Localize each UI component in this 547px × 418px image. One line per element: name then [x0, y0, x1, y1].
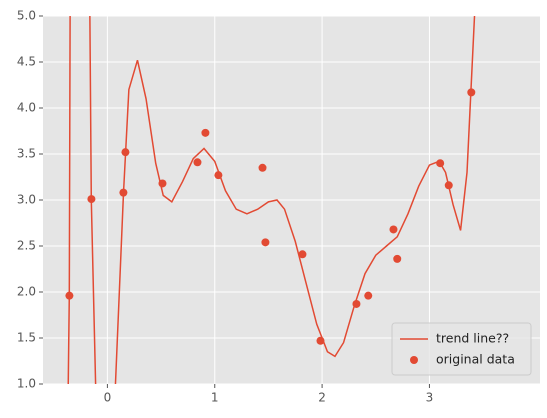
- legend-label: trend line??: [436, 331, 509, 346]
- data-point: [393, 254, 402, 263]
- x-tick-label: 2: [318, 391, 326, 405]
- y-tick-label: 2.5: [17, 239, 36, 253]
- data-point: [258, 163, 267, 172]
- data-point: [364, 291, 373, 300]
- data-point: [444, 181, 453, 190]
- legend-box: [391, 322, 532, 376]
- trend-line: [67, 16, 476, 384]
- data-point: [389, 225, 398, 234]
- y-tick-label: 1.0: [17, 377, 36, 391]
- data-point: [193, 158, 202, 167]
- x-tick-label: 1: [211, 391, 219, 405]
- data-point: [298, 250, 307, 259]
- y-tick-label: 3.0: [17, 193, 36, 207]
- legend-swatch: [410, 356, 418, 364]
- data-point: [121, 148, 130, 157]
- y-tick-label: 3.5: [17, 147, 36, 161]
- y-tick-label: 4.5: [17, 55, 36, 69]
- data-point: [119, 188, 128, 197]
- data-point: [87, 195, 96, 204]
- x-tick-label: 3: [426, 391, 434, 405]
- data-point: [214, 171, 223, 180]
- y-tick-label: 2.0: [17, 285, 36, 299]
- data-point: [352, 299, 361, 308]
- y-tick-label: 4.0: [17, 101, 36, 115]
- y-tick-label: 1.5: [17, 331, 36, 345]
- data-point: [316, 336, 325, 345]
- data-point: [201, 128, 210, 137]
- data-point: [467, 88, 476, 97]
- y-tick-label: 5.0: [17, 9, 36, 23]
- legend-label: original data: [436, 352, 515, 367]
- x-tick-label: 0: [104, 391, 112, 405]
- data-point: [436, 159, 445, 168]
- data-point: [158, 179, 167, 188]
- data-point: [65, 291, 74, 300]
- data-point: [261, 238, 270, 247]
